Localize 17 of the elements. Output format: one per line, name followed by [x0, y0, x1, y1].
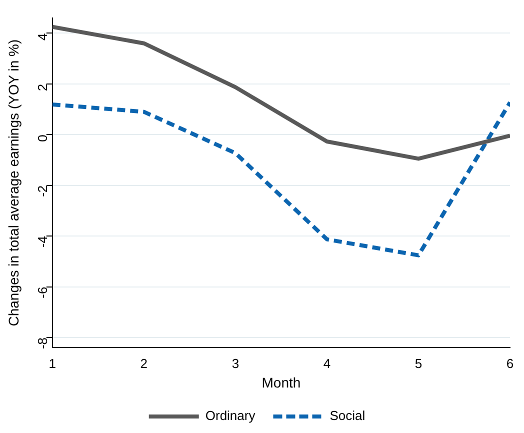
y-tick-label: -2	[34, 185, 50, 197]
y-tick-label: 0	[34, 134, 50, 142]
y-tick-label: 2	[34, 84, 50, 92]
x-tick-label: 4	[323, 356, 331, 371]
y-tick-label: -8	[34, 337, 50, 350]
x-tick-label: 3	[232, 356, 240, 371]
x-tick-label: 1	[48, 356, 56, 371]
legend-label: Social	[330, 408, 366, 424]
x-tick-label: 2	[140, 356, 148, 371]
y-tick-label: 4	[34, 33, 50, 40]
x-tick-label: 5	[414, 356, 422, 371]
legend-label: Ordinary	[205, 408, 256, 424]
x-tick-label: 6	[506, 356, 514, 371]
x-axis-title: Month	[262, 374, 301, 390]
y-tick-label: -6	[34, 286, 50, 298]
y-axis-title: Changes in total average earnings (YOY in %)	[5, 39, 22, 326]
y-tick-label: -4	[34, 236, 50, 248]
